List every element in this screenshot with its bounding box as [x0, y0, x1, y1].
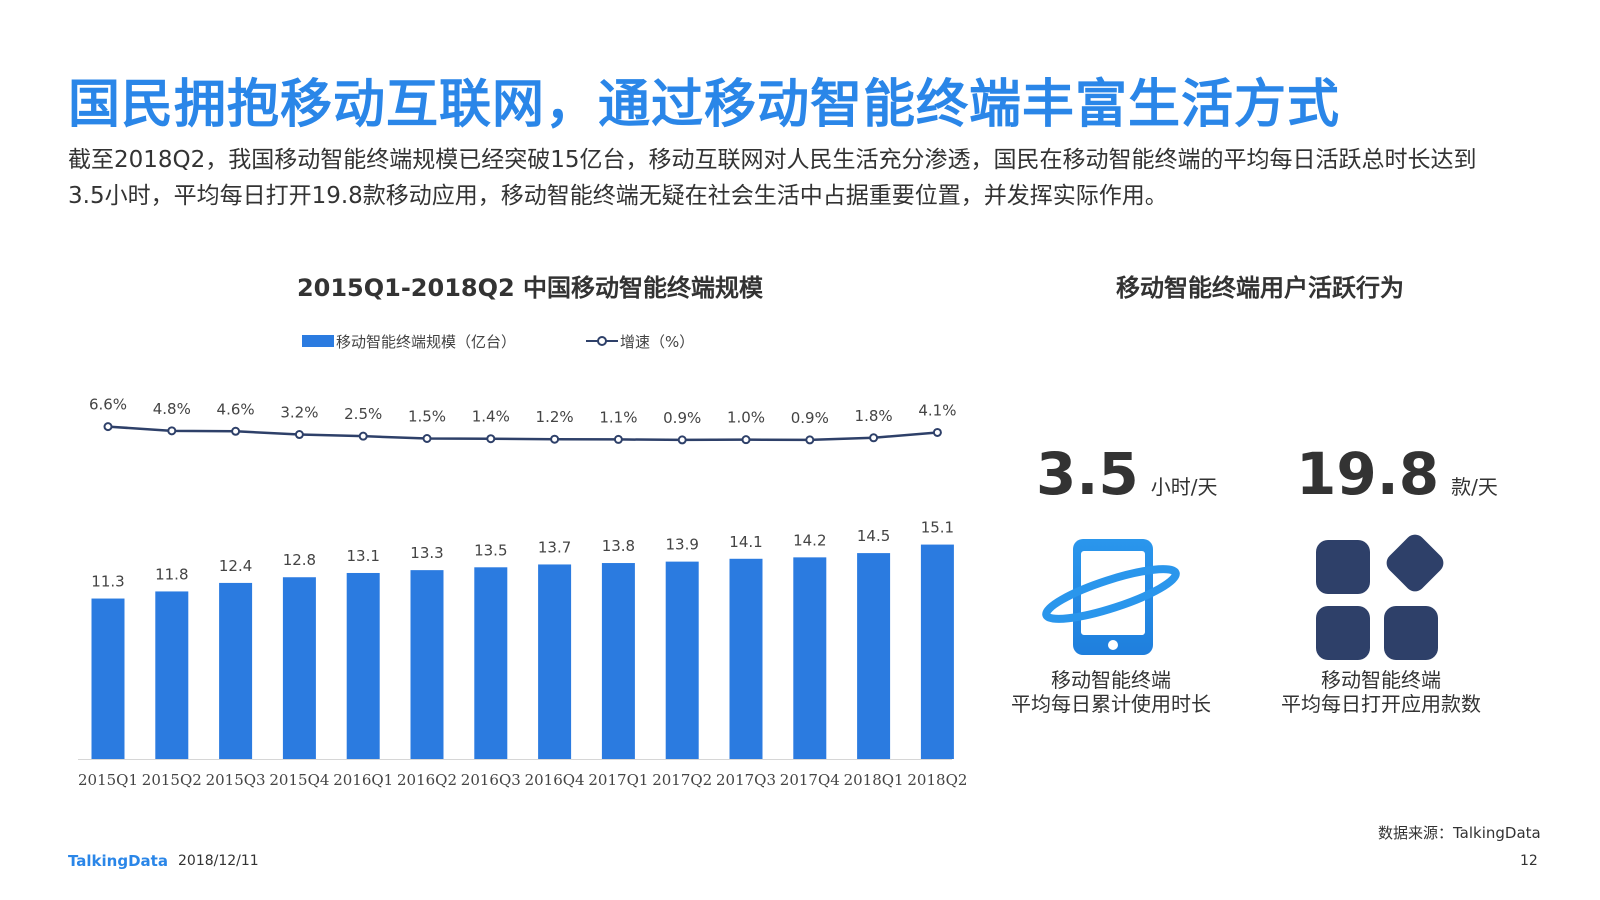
legend-label-bar: 移动智能终端规模（亿台） [336, 332, 517, 351]
talkingdata-logo: TalkingData [68, 852, 168, 870]
bar-2016Q3 [474, 567, 508, 759]
bar-2016Q2 [410, 570, 444, 759]
bar-2015Q1 [91, 598, 125, 759]
growth-value-label: 6.6% [89, 396, 127, 414]
usage-hours-caption-line2: 平均每日累计使用时长 [1011, 692, 1211, 716]
chart-title: 2015Q1-2018Q2 中国移动智能终端规模 [296, 274, 764, 302]
growth-value-label: 3.2% [280, 404, 318, 422]
legend-swatch-bar [302, 335, 334, 347]
apps-opened-caption-line2: 平均每日打开应用款数 [1281, 692, 1481, 716]
page-number: 12 [1520, 853, 1538, 869]
bar-2016Q1 [346, 572, 380, 759]
smartphone-orbit-icon [1042, 539, 1180, 655]
x-tick-label: 2015Q3 [206, 771, 266, 789]
x-tick-label: 2016Q3 [461, 771, 521, 789]
x-tick-label: 2017Q2 [652, 771, 712, 789]
usage-hours-caption-line1: 移动智能终端 [1051, 668, 1171, 692]
growth-point-2015Q4 [294, 430, 304, 440]
growth-point-2015Q1 [103, 422, 113, 432]
growth-value-label: 0.9% [791, 409, 829, 427]
bar-value-label: 14.1 [729, 533, 762, 551]
bar-value-label: 14.5 [857, 527, 890, 545]
bar-2017Q3 [729, 558, 763, 759]
x-tick-label: 2015Q1 [78, 771, 138, 789]
growth-point-2016Q1 [358, 431, 368, 441]
terminal-scale-chart: 11.3 2015Q1 11.8 2015Q2 12.4 2015Q3 12.8 2015Q4… [78, 396, 967, 789]
bar-2017Q4 [793, 557, 827, 759]
growth-point-2016Q2 [422, 434, 432, 444]
bar-value-label: 13.9 [665, 536, 698, 554]
growth-point-2017Q4 [805, 435, 815, 445]
legend-label-line: 增速（%） [620, 332, 695, 351]
growth-point-2017Q1 [613, 434, 623, 444]
growth-value-label: 1.2% [536, 408, 574, 426]
bar-2018Q2 [920, 544, 954, 759]
bar-2015Q2 [155, 591, 189, 759]
growth-value-label: 2.5% [344, 405, 382, 423]
x-tick-label: 2015Q2 [142, 771, 202, 789]
data-source: 数据来源：TalkingData [1378, 824, 1541, 842]
activity-panel-title: 移动智能终端用户活跃行为 [1116, 274, 1404, 302]
legend-swatch-line [586, 335, 619, 347]
growth-point-2017Q2 [677, 435, 687, 445]
apps-opened-value: 19.8 [1296, 440, 1440, 508]
usage-hours-caption: 移动智能终端 平均每日累计使用时长 [961, 668, 1261, 716]
growth-value-label: 1.0% [727, 409, 765, 427]
bar-value-label: 11.3 [91, 573, 124, 591]
x-tick-label: 2016Q2 [397, 771, 457, 789]
growth-point-2015Q3 [231, 426, 241, 436]
growth-value-label: 1.8% [855, 407, 893, 425]
x-tick-label: 2018Q1 [844, 771, 904, 789]
bar-2017Q1 [601, 563, 635, 759]
apps-opened-caption: 移动智能终端 平均每日打开应用款数 [1231, 668, 1531, 716]
growth-point-2018Q1 [869, 433, 879, 443]
bar-value-label: 11.8 [155, 565, 188, 583]
bar-value-label: 13.3 [410, 544, 443, 562]
apps-opened-unit: 款/天 [1451, 475, 1498, 499]
bar-value-label: 12.4 [219, 557, 252, 575]
bar-value-label: 12.8 [283, 551, 316, 569]
growth-value-label: 4.1% [918, 401, 956, 419]
growth-value-label: 1.1% [599, 408, 637, 426]
growth-value-label: 4.6% [217, 400, 255, 418]
growth-value-label: 0.9% [663, 409, 701, 427]
bar-2018Q1 [857, 553, 891, 759]
x-tick-label: 2017Q1 [588, 771, 648, 789]
chart-legend: 移动智能终端规模（亿台） 增速（%） [302, 331, 694, 351]
usage-hours-stat: 3.5 小时/天 [1036, 440, 1218, 508]
x-tick-label: 2016Q4 [525, 771, 585, 789]
app-grid-icon [1316, 534, 1444, 660]
bar-value-label: 13.7 [538, 538, 571, 556]
growth-point-2016Q4 [550, 434, 560, 444]
page-title: 国民拥抱移动互联网，通过移动智能终端丰富生活方式 [68, 75, 1341, 135]
footer-date: 2018/12/11 [178, 853, 259, 869]
x-tick-label: 2017Q3 [716, 771, 776, 789]
x-tick-label: 2018Q2 [907, 771, 967, 789]
growth-point-2016Q3 [486, 434, 496, 444]
bar-value-label: 14.2 [793, 531, 826, 549]
bar-value-label: 13.1 [346, 547, 379, 565]
growth-rate-line [107, 425, 938, 442]
growth-value-label: 1.4% [472, 408, 510, 426]
apps-opened-stat: 19.8 款/天 [1296, 440, 1498, 508]
apps-opened-caption-line1: 移动智能终端 [1321, 668, 1441, 692]
growth-value-label: 1.5% [408, 408, 446, 426]
page-description: 截至2018Q2，我国移动智能终端规模已经突破15亿台，移动互联网对人民生活充分… [68, 147, 1477, 209]
x-tick-label: 2015Q4 [269, 771, 329, 789]
growth-point-2017Q3 [741, 435, 751, 445]
growth-point-2018Q2 [932, 427, 942, 437]
bar-value-label: 15.1 [921, 519, 954, 537]
growth-point-2015Q2 [167, 426, 177, 436]
bar-2015Q3 [219, 582, 253, 759]
bar-value-label: 13.8 [602, 537, 635, 555]
usage-hours-value: 3.5 [1036, 440, 1139, 508]
x-tick-label: 2017Q4 [780, 771, 840, 789]
growth-value-label: 4.8% [153, 400, 191, 418]
x-tick-label: 2016Q1 [333, 771, 393, 789]
bar-2017Q2 [665, 561, 699, 759]
bar-2015Q4 [282, 577, 316, 759]
bar-value-label: 13.5 [474, 541, 507, 559]
bar-2016Q4 [538, 564, 572, 759]
usage-hours-unit: 小时/天 [1150, 475, 1218, 499]
